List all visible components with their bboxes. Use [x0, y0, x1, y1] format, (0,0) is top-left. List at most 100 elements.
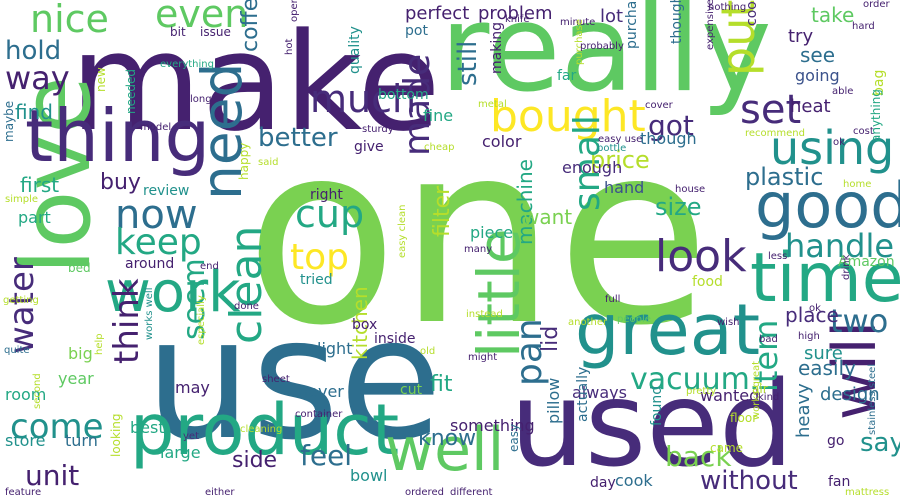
cloud-word: full: [605, 294, 621, 305]
cloud-word: minute: [560, 17, 596, 28]
cloud-word: works great: [751, 360, 762, 420]
cloud-word: hot: [284, 38, 295, 55]
cloud-word: come: [10, 407, 104, 447]
cloud-word: drink: [841, 254, 852, 280]
cloud-word: might: [468, 352, 498, 363]
cloud-word: cup: [295, 192, 365, 236]
cloud-word: think: [107, 278, 147, 364]
cloud-word: buy: [100, 170, 141, 195]
cloud-word: price: [590, 146, 650, 174]
cloud-word: floor: [730, 411, 758, 425]
cloud-word: feature: [5, 487, 42, 498]
cloud-word: always: [572, 383, 627, 402]
cloud-word: problem: [478, 3, 553, 24]
cloud-word: cooking: [744, 0, 760, 26]
cloud-word: much: [310, 77, 417, 121]
cloud-word: issue: [200, 25, 231, 39]
cloud-word: bottom: [378, 87, 429, 103]
cloud-word: stainless steel: [867, 363, 878, 435]
cloud-word: cost: [853, 126, 874, 137]
cloud-word: size: [655, 193, 702, 221]
cloud-word: sure: [804, 343, 843, 364]
cloud-word: used: [510, 355, 794, 493]
cloud-word: ordered: [405, 487, 444, 498]
cloud-word: heat: [790, 96, 831, 117]
cloud-word: pretty: [686, 386, 717, 397]
cloud-word: never: [298, 382, 344, 401]
cloud-word: another: [568, 317, 608, 328]
cloud-word: machine: [513, 159, 537, 245]
cloud-word: using: [770, 121, 895, 175]
cloud-word: maybe: [2, 100, 16, 142]
cloud-word: order: [863, 0, 890, 10]
cloud-word: way: [5, 59, 70, 97]
cloud-word: keep: [115, 222, 202, 263]
cloud-word: best: [130, 418, 165, 437]
cloud-word: great: [575, 289, 761, 371]
cloud-word: house: [675, 184, 706, 195]
cloud-word: now: [115, 192, 198, 238]
cloud-word: knife: [505, 14, 530, 25]
cloud-word: bed: [68, 261, 91, 275]
cloud-word: sheet: [262, 374, 290, 385]
cloud-word: really: [440, 0, 772, 119]
cloud-word: fine: [423, 106, 454, 125]
cloud-word: open: [289, 0, 300, 22]
cloud-word: anything: [869, 89, 883, 142]
cloud-word: hand: [604, 178, 645, 197]
cloud-word: going: [795, 66, 840, 85]
cloud-word: even: [155, 0, 249, 36]
cloud-word: purchased: [624, 0, 640, 49]
cloud-word: model: [140, 122, 172, 133]
cloud-word: around: [125, 256, 175, 272]
cloud-word: happy: [237, 142, 251, 180]
cloud-word: Amazon: [838, 254, 895, 270]
cloud-word: one: [245, 89, 711, 380]
cloud-word: thing: [25, 94, 211, 178]
cloud-word: time: [750, 239, 900, 318]
cloud-word: day: [590, 475, 616, 491]
cloud-word: able: [832, 86, 854, 97]
cloud-word: old: [420, 346, 436, 357]
cloud-word: unit: [25, 459, 80, 492]
cloud-word: especially: [196, 295, 207, 345]
cloud-word: tried: [300, 272, 333, 288]
cloud-word: done: [234, 301, 259, 312]
cloud-word: lot: [600, 6, 624, 27]
cloud-word: top: [290, 237, 349, 278]
cloud-word: room: [5, 385, 47, 404]
cloud-word: metal: [478, 99, 507, 110]
cloud-word: actually: [575, 366, 591, 422]
cloud-word: take: [811, 3, 855, 27]
cloud-word: try: [788, 26, 814, 47]
cloud-word: big: [68, 344, 93, 363]
cloud-word: pillow: [544, 377, 563, 424]
cloud-word: help: [94, 333, 105, 355]
cloud-word: two: [830, 302, 889, 340]
cloud-word: fit: [430, 372, 453, 397]
cloud-word: bit: [170, 25, 186, 39]
cloud-word: found: [649, 385, 665, 426]
cloud-word: part: [18, 208, 51, 227]
cloud-word: lid: [538, 325, 563, 352]
cloud-word: bought: [490, 91, 646, 142]
cloud-word: large: [160, 443, 201, 462]
cloud-word: high: [798, 331, 820, 342]
cloud-word: light: [317, 339, 353, 358]
cloud-word: nice: [30, 0, 109, 41]
cloud-word: sturdy: [362, 124, 394, 135]
cloud-word: store: [5, 431, 46, 450]
cloud-word: go: [827, 433, 845, 449]
cloud-word: cook: [615, 471, 653, 490]
cloud-word: ok: [809, 303, 821, 314]
cloud-word: bad: [759, 334, 778, 345]
cloud-word: side: [232, 448, 278, 473]
cloud-word: better: [258, 123, 338, 153]
cloud-word: container: [295, 409, 343, 420]
cloud-word: kind: [758, 392, 780, 403]
cloud-word: mattress: [845, 487, 890, 498]
cloud-word: filter: [430, 185, 455, 237]
cloud-word: bottle: [597, 143, 627, 154]
cloud-word: far: [557, 68, 577, 84]
